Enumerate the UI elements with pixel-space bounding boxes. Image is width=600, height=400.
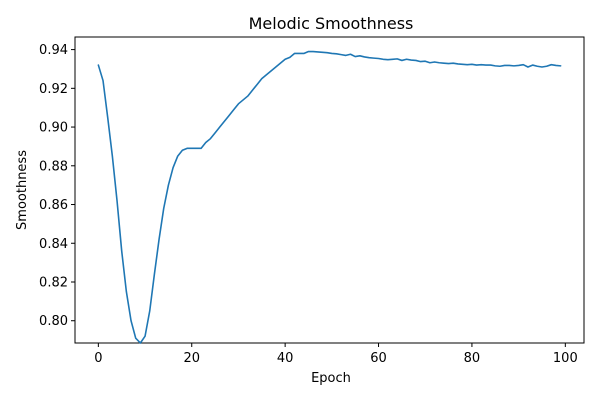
y-axis-title: Smoothness — [15, 150, 30, 230]
x-tick-label: 20 — [183, 351, 200, 366]
x-tick-label: 40 — [277, 351, 294, 366]
x-axis-ticks: 0 20 40 60 80 100 — [94, 343, 578, 366]
y-tick-label: 0.84 — [39, 237, 68, 252]
y-tick-label: 0.94 — [39, 43, 68, 58]
y-tick-label: 0.92 — [39, 82, 68, 97]
y-tick-label: 0.86 — [39, 198, 68, 213]
y-tick-label: 0.80 — [39, 314, 68, 329]
y-tick-label: 0.90 — [39, 121, 68, 136]
y-axis-ticks: 0.80 0.82 0.84 0.86 0.88 0.90 0.92 0.94 — [39, 43, 75, 329]
y-tick-label: 0.82 — [39, 275, 68, 290]
chart-title: Melodic Smoothness — [249, 14, 414, 33]
x-tick-label: 100 — [553, 351, 578, 366]
x-axis-title: Epoch — [311, 371, 351, 386]
plot-area — [74, 36, 585, 344]
x-tick-label: 80 — [464, 351, 481, 366]
x-tick-label: 60 — [370, 351, 387, 366]
series-line — [97, 50, 562, 344]
x-tick-label: 0 — [94, 351, 102, 366]
y-tick-label: 0.88 — [39, 159, 68, 174]
